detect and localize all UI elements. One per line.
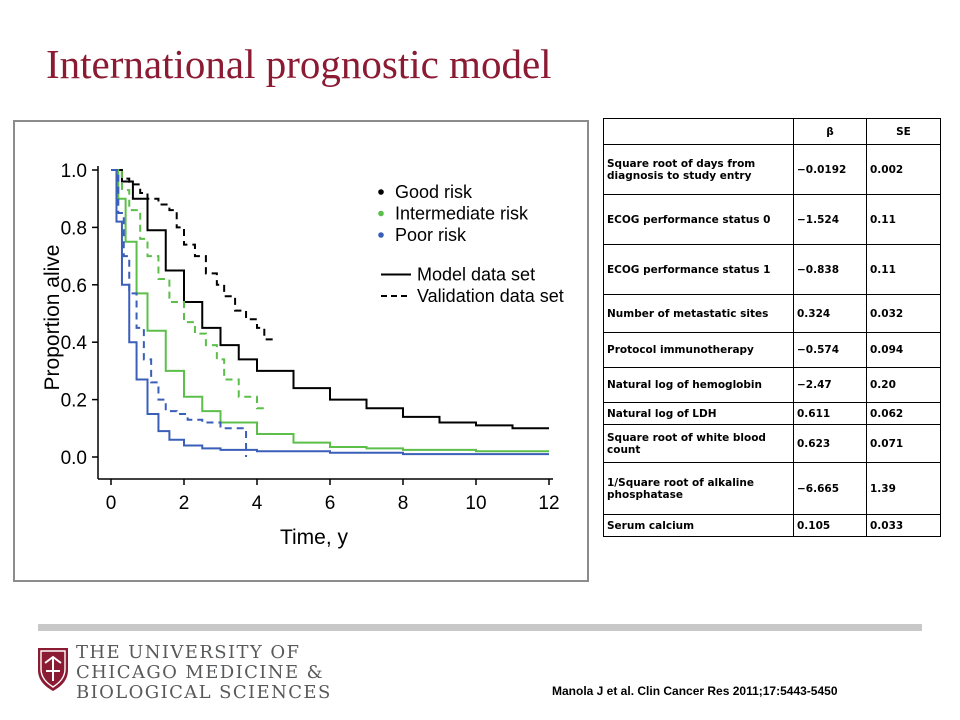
- se-cell: 0.11: [866, 194, 941, 245]
- beta-cell: 0.611: [793, 402, 867, 425]
- intermediate-risk-validation-curve: [111, 169, 268, 410]
- variable-name-cell: 1/Square root of alkaline phosphatase: [603, 462, 794, 515]
- x-tick-label: 6: [325, 493, 336, 514]
- variable-name-cell: ECOG performance status 1: [603, 244, 794, 295]
- intermediate-risk-model-curve: [111, 169, 549, 453]
- table-row: Natural log of LDH 0.611 0.062: [603, 402, 941, 425]
- table-row: Natural log of hemoglobin −2.47 0.20: [603, 367, 941, 403]
- se-cell: 0.094: [866, 332, 941, 368]
- y-tick-label: 1.0: [61, 161, 87, 182]
- legend-style-label: Validation data set: [417, 286, 564, 306]
- y-axis-title: Proportion alive: [41, 245, 64, 391]
- coefficient-table: β SE Square root of days from diagnosis t…: [603, 118, 941, 537]
- table-header-cell: β: [793, 118, 867, 145]
- legend-marker: [378, 210, 384, 217]
- table-row: 1/Square root of alkaline phosphatase −6.…: [603, 462, 941, 515]
- logo-line-1: THE UNIVERSITY OF: [76, 642, 301, 663]
- table-row: ECOG performance status 0 −1.524 0.11: [603, 194, 941, 245]
- table-row: Square root of white blood count 0.623 0.0…: [603, 424, 941, 463]
- x-tick-label: 4: [252, 493, 263, 514]
- se-cell: 0.20: [866, 367, 941, 403]
- logo-line-3: BIOLOGICAL SCIENCES: [76, 682, 332, 703]
- legend-item-label: Poor risk: [395, 225, 467, 245]
- x-tick-label: 2: [179, 493, 190, 514]
- se-cell: 0.062: [866, 402, 941, 425]
- beta-cell: −0.838: [793, 244, 867, 295]
- footer-divider: [38, 624, 922, 631]
- x-tick-label: 8: [398, 493, 409, 514]
- se-cell: 0.071: [866, 424, 941, 463]
- survival-chart-panel: 0 2 4 6 8 10 12 0.0 0.2 0.4 0.6 0.8 1.0 Time, y Propor…: [13, 120, 589, 582]
- logo-line-2: CHICAGO MEDICINE &: [76, 662, 325, 683]
- university-logo: THE UNIVERSITY OF CHICAGO MEDICINE & BIO…: [34, 640, 330, 704]
- table-row: Square root of days from diagnosis to st…: [603, 144, 941, 195]
- se-cell: 0.002: [866, 144, 941, 195]
- beta-cell: −2.47: [793, 367, 867, 403]
- beta-cell: −1.524: [793, 194, 867, 245]
- coefficient-table-container: β SE Square root of days from diagnosis t…: [603, 118, 941, 537]
- y-tick-label: 0.6: [61, 276, 87, 297]
- slide-title: International prognostic model: [46, 41, 552, 87]
- citation: Manola J et al. Clin Cancer Res 2011;17:…: [552, 684, 838, 698]
- table-row: ECOG performance status 1 −0.838 0.11: [603, 244, 941, 295]
- se-cell: 0.11: [866, 244, 941, 295]
- good-risk-model-curve: [111, 169, 549, 430]
- beta-cell: −0.0192: [793, 144, 867, 195]
- se-cell: 1.39: [866, 462, 941, 515]
- variable-name-cell: Square root of white blood count: [603, 424, 794, 463]
- y-tick-label: 0.0: [61, 448, 87, 469]
- variable-name-cell: Natural log of LDH: [603, 402, 794, 425]
- legend-marker: [378, 232, 384, 238]
- table-header-cell: SE: [866, 118, 941, 145]
- y-tick-label: 0.4: [61, 333, 88, 354]
- y-tick-label: 0.8: [61, 218, 87, 239]
- beta-cell: −6.665: [793, 462, 867, 515]
- survival-chart: 0 2 4 6 8 10 12 0.0 0.2 0.4 0.6 0.8 1.0 Time, y Propor…: [41, 161, 564, 549]
- shield-icon: [38, 648, 68, 691]
- table-row: Protocol immunotherapy −0.574 0.094: [603, 332, 941, 368]
- table-row: Number of metastatic sites 0.324 0.032: [603, 294, 941, 333]
- variable-name-cell: Square root of days from diagnosis to st…: [603, 144, 794, 195]
- beta-cell: 0.623: [793, 424, 867, 463]
- variable-name-cell: Natural log of hemoglobin: [603, 367, 794, 403]
- good-risk-validation-curve: [111, 169, 276, 341]
- beta-cell: −0.574: [793, 332, 867, 368]
- x-tick-label: 0: [106, 493, 117, 514]
- variable-name-cell: Serum calcium: [603, 514, 794, 537]
- se-cell: 0.032: [866, 294, 941, 333]
- table-header-row: β SE: [603, 118, 941, 145]
- y-tick-label: 0.2: [61, 391, 87, 412]
- se-cell: 0.033: [866, 514, 941, 537]
- x-tick-label: 12: [538, 493, 559, 514]
- beta-cell: 0.105: [793, 514, 867, 537]
- variable-name-cell: Number of metastatic sites: [603, 294, 794, 333]
- poor-risk-model-curve: [111, 169, 549, 456]
- x-tick-label: 10: [465, 493, 486, 514]
- legend-style-label: Model data set: [417, 265, 535, 285]
- variable-name-cell: Protocol immunotherapy: [603, 332, 794, 368]
- variable-name-cell: ECOG performance status 0: [603, 194, 794, 245]
- table-header-cell: [603, 118, 794, 145]
- poor-risk-validation-curve: [111, 169, 248, 457]
- beta-cell: 0.324: [793, 294, 867, 333]
- legend-marker: [378, 189, 384, 195]
- x-axis-title: Time, y: [280, 526, 349, 549]
- legend-item-label: Intermediate risk: [395, 204, 529, 224]
- legend-item-label: Good risk: [395, 182, 473, 202]
- table-row: Serum calcium 0.105 0.033: [603, 514, 941, 537]
